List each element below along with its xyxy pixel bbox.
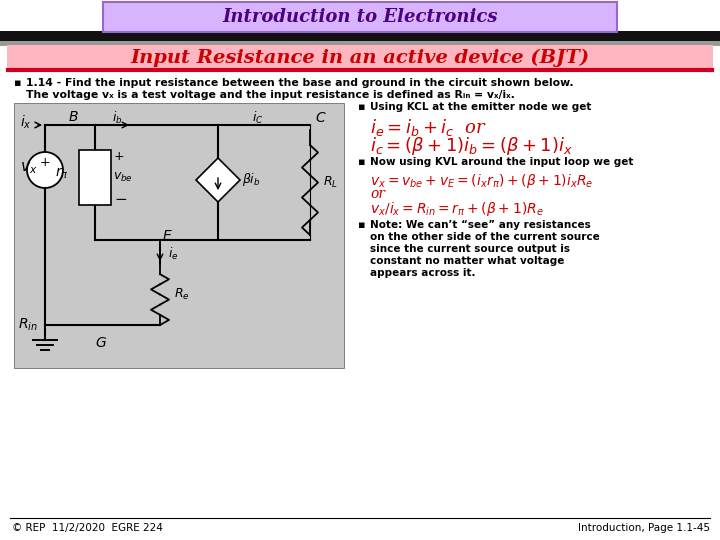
Text: $i_b$: $i_b$	[112, 110, 122, 126]
Text: $R_{in}$: $R_{in}$	[18, 317, 38, 333]
Text: $G$: $G$	[95, 336, 107, 350]
Text: $i_c= (\beta+1)i_b= (\beta+1)i_x$: $i_c= (\beta+1)i_b= (\beta+1)i_x$	[370, 135, 573, 157]
FancyBboxPatch shape	[103, 2, 617, 32]
Text: Input Resistance in an active device (BJT): Input Resistance in an active device (BJ…	[130, 49, 590, 67]
Text: © REP  11/2/2020  EGRE 224: © REP 11/2/2020 EGRE 224	[12, 523, 163, 533]
Text: $B$: $B$	[68, 110, 78, 124]
Bar	[0, 41, 720, 46]
Text: Using KCL at the emitter node we get: Using KCL at the emitter node we get	[370, 102, 591, 112]
Text: Introduction, Page 1.1-45: Introduction, Page 1.1-45	[578, 523, 710, 533]
Text: $i_x$: $i_x$	[20, 113, 32, 131]
Text: $E$: $E$	[162, 229, 173, 243]
Text: +: +	[114, 150, 125, 163]
Text: $i_e=i_b +i_c$  or: $i_e=i_b +i_c$ or	[370, 117, 487, 138]
Text: Introduction to Electronics: Introduction to Electronics	[222, 8, 498, 26]
Bar	[14, 103, 344, 368]
Text: or: or	[370, 187, 385, 201]
Text: −: −	[114, 192, 127, 206]
Bar	[79, 150, 111, 205]
Text: $i_e$: $i_e$	[168, 246, 179, 262]
Text: $r_\pi$: $r_\pi$	[55, 166, 69, 181]
Text: $v_x/i_x = R_{in}=r_\pi + (\beta+1)R_e$: $v_x/i_x = R_{in}=r_\pi + (\beta+1)R_e$	[370, 200, 544, 218]
Text: Now using KVL around the input loop we get: Now using KVL around the input loop we g…	[370, 157, 634, 167]
Text: ▪: ▪	[358, 102, 366, 112]
Text: $C$: $C$	[315, 111, 327, 125]
Text: $R_e$: $R_e$	[174, 287, 189, 302]
Text: $\beta i_b$: $\beta i_b$	[242, 172, 261, 188]
Circle shape	[27, 152, 63, 188]
Text: 1.14 - Find the input resistance between the base and ground in the circuit show: 1.14 - Find the input resistance between…	[26, 78, 574, 88]
Text: $i_C$: $i_C$	[252, 110, 264, 126]
Text: +: +	[40, 157, 50, 170]
Text: ▪: ▪	[358, 157, 366, 167]
Text: ▪: ▪	[14, 78, 22, 88]
Text: $v_x=v_{be}+v_E=(i_x r_\pi)+ (\beta+1)i_x R_e$: $v_x=v_{be}+v_E=(i_x r_\pi)+ (\beta+1)i_…	[370, 172, 593, 190]
Text: since the current source output is: since the current source output is	[370, 244, 570, 254]
Text: ▪: ▪	[358, 220, 366, 230]
Text: The voltage vₓ is a test voltage and the input resistance is defined as Rᵢₙ = vₓ: The voltage vₓ is a test voltage and the…	[26, 90, 515, 100]
Polygon shape	[196, 158, 240, 202]
FancyBboxPatch shape	[7, 45, 713, 71]
Text: $v_x$: $v_x$	[20, 160, 37, 176]
Bar	[0, 31, 720, 42]
Text: appears across it.: appears across it.	[370, 268, 475, 278]
Text: constant no matter what voltage: constant no matter what voltage	[370, 256, 564, 266]
Text: $R_L$: $R_L$	[323, 175, 338, 190]
Text: $v_{be}$: $v_{be}$	[113, 171, 133, 184]
Text: Note: We can’t “see” any resistances: Note: We can’t “see” any resistances	[370, 220, 590, 230]
Text: on the other side of the current source: on the other side of the current source	[370, 232, 600, 242]
